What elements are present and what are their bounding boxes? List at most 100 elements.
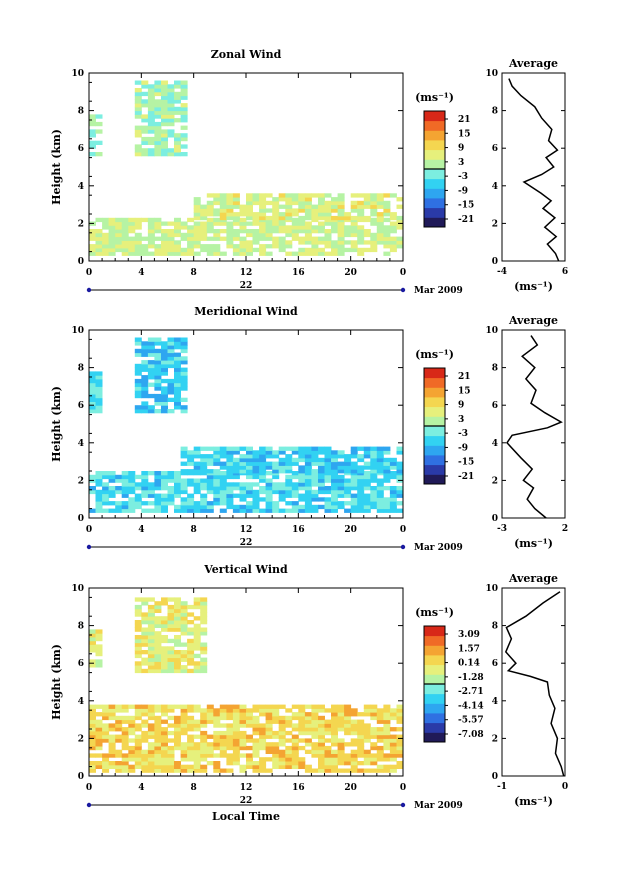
heatmap-cell: [147, 627, 155, 632]
colorbar-swatch: [424, 703, 445, 714]
heatmap-cell: [180, 504, 188, 510]
heatmap-cell: [383, 734, 391, 739]
heatmap-cell: [278, 229, 286, 234]
heatmap-cell: [102, 508, 110, 513]
heatmap-cell: [376, 497, 384, 502]
heatmap-cell: [285, 200, 293, 206]
heatmap-cell: [304, 200, 312, 206]
heatmap-cell: [115, 225, 123, 230]
heatmap-cell: [350, 240, 358, 245]
heatmap-cell: [180, 745, 188, 751]
heatmap-cell: [95, 753, 103, 758]
heatmap-cell: [174, 217, 181, 223]
heatmap-cell: [121, 730, 129, 736]
heatmap-cell: [265, 193, 273, 198]
heatmap-cell: [252, 738, 260, 743]
heatmap-cell: [363, 465, 371, 470]
heatmap-cell: [134, 382, 142, 387]
heatmap-cell: [232, 753, 240, 758]
heatmap-cell: [219, 708, 227, 713]
heatmap-cell: [350, 232, 358, 238]
heatmap-cell: [318, 461, 325, 466]
heatmap-cell: [239, 454, 247, 459]
heatmap-cell: [291, 753, 299, 758]
heatmap-cell: [174, 601, 181, 606]
heatmap-cell: [265, 454, 273, 459]
heatmap-cell: [259, 757, 267, 762]
heatmap-cell: [304, 704, 312, 709]
heatmap-cell: [376, 236, 384, 241]
heatmap-cell: [167, 668, 175, 674]
heatmap-cell: [363, 708, 371, 713]
heatmap-cell: [304, 193, 312, 198]
heatmap-cell: [370, 497, 378, 502]
heatmap-cell: [285, 745, 293, 751]
heatmap-cell: [180, 382, 188, 387]
heatmap-cell: [167, 360, 175, 365]
heatmap-cell: [213, 493, 221, 498]
heatmap-cell: [370, 208, 378, 213]
heatmap-cell: [350, 469, 358, 474]
heatmap-cell: [134, 761, 142, 766]
heatmap-cell: [259, 469, 267, 474]
heatmap-cell: [174, 356, 181, 361]
heatmap-cell: [298, 712, 306, 717]
heatmap-cell: [154, 152, 162, 157]
heatmap-cell: [259, 508, 267, 513]
heatmap-cell: [213, 221, 221, 226]
heatmap-cell: [154, 474, 162, 480]
heatmap-cell: [304, 742, 312, 747]
heatmap-cell: [311, 204, 319, 209]
date-bar-start: [86, 544, 92, 550]
heatmap-cell: [115, 229, 123, 234]
heatmap-cell: [376, 215, 384, 221]
heatmap-cell: [180, 103, 188, 108]
heatmap-cell: [318, 504, 325, 510]
heatmap-cell: [102, 497, 110, 502]
heatmap-cell: [128, 719, 136, 724]
heatmap-cell: [206, 501, 214, 506]
heatmap-cell: [396, 240, 404, 245]
heatmap-cell: [161, 712, 168, 717]
heatmap-cell: [174, 474, 181, 480]
heatmap-cell: [141, 482, 149, 487]
heatmap-cell: [363, 734, 371, 739]
heatmap-cell: [232, 474, 240, 480]
heatmap-cell: [357, 465, 365, 470]
heatmap-cell: [344, 761, 352, 766]
heatmap-cell: [278, 236, 286, 241]
heatmap-cell: [246, 232, 253, 238]
heatmap-cell: [154, 225, 162, 230]
heatmap-cell: [239, 461, 247, 466]
average-x-tick-label: 0: [562, 782, 568, 792]
heatmap-cell: [180, 489, 188, 495]
heatmap-cell: [147, 730, 155, 736]
heatmap-cell: [89, 382, 96, 387]
heatmap-cell: [108, 738, 116, 743]
heatmap-cell: [370, 753, 378, 758]
heatmap-cell: [167, 129, 175, 134]
heatmap-cell: [174, 397, 181, 402]
heatmap-cell: [324, 749, 332, 754]
heatmap-cell: [363, 461, 371, 466]
heatmap-cell: [147, 657, 155, 662]
heatmap-cell: [246, 200, 253, 206]
heatmap-cell: [363, 704, 371, 709]
colorbar-swatch: [424, 416, 445, 427]
heatmap-cell: [174, 597, 181, 602]
heatmap-cell: [213, 232, 221, 238]
heatmap-cell: [219, 446, 227, 451]
colorbar-tick-label: 15: [458, 386, 471, 396]
heatmap-cell: [174, 91, 181, 97]
heatmap-cell: [324, 212, 332, 217]
heatmap-cell: [219, 454, 227, 459]
heatmap-cell: [232, 761, 240, 766]
heatmap-cell: [265, 508, 273, 513]
heatmap-cell: [161, 761, 168, 766]
heatmap-cell: [239, 229, 247, 234]
heatmap-cell: [389, 244, 397, 249]
heatmap-cell: [363, 723, 371, 728]
colorbar-swatch: [424, 111, 445, 122]
colorbar-swatch: [424, 207, 445, 218]
heatmap-cell: [278, 742, 286, 747]
